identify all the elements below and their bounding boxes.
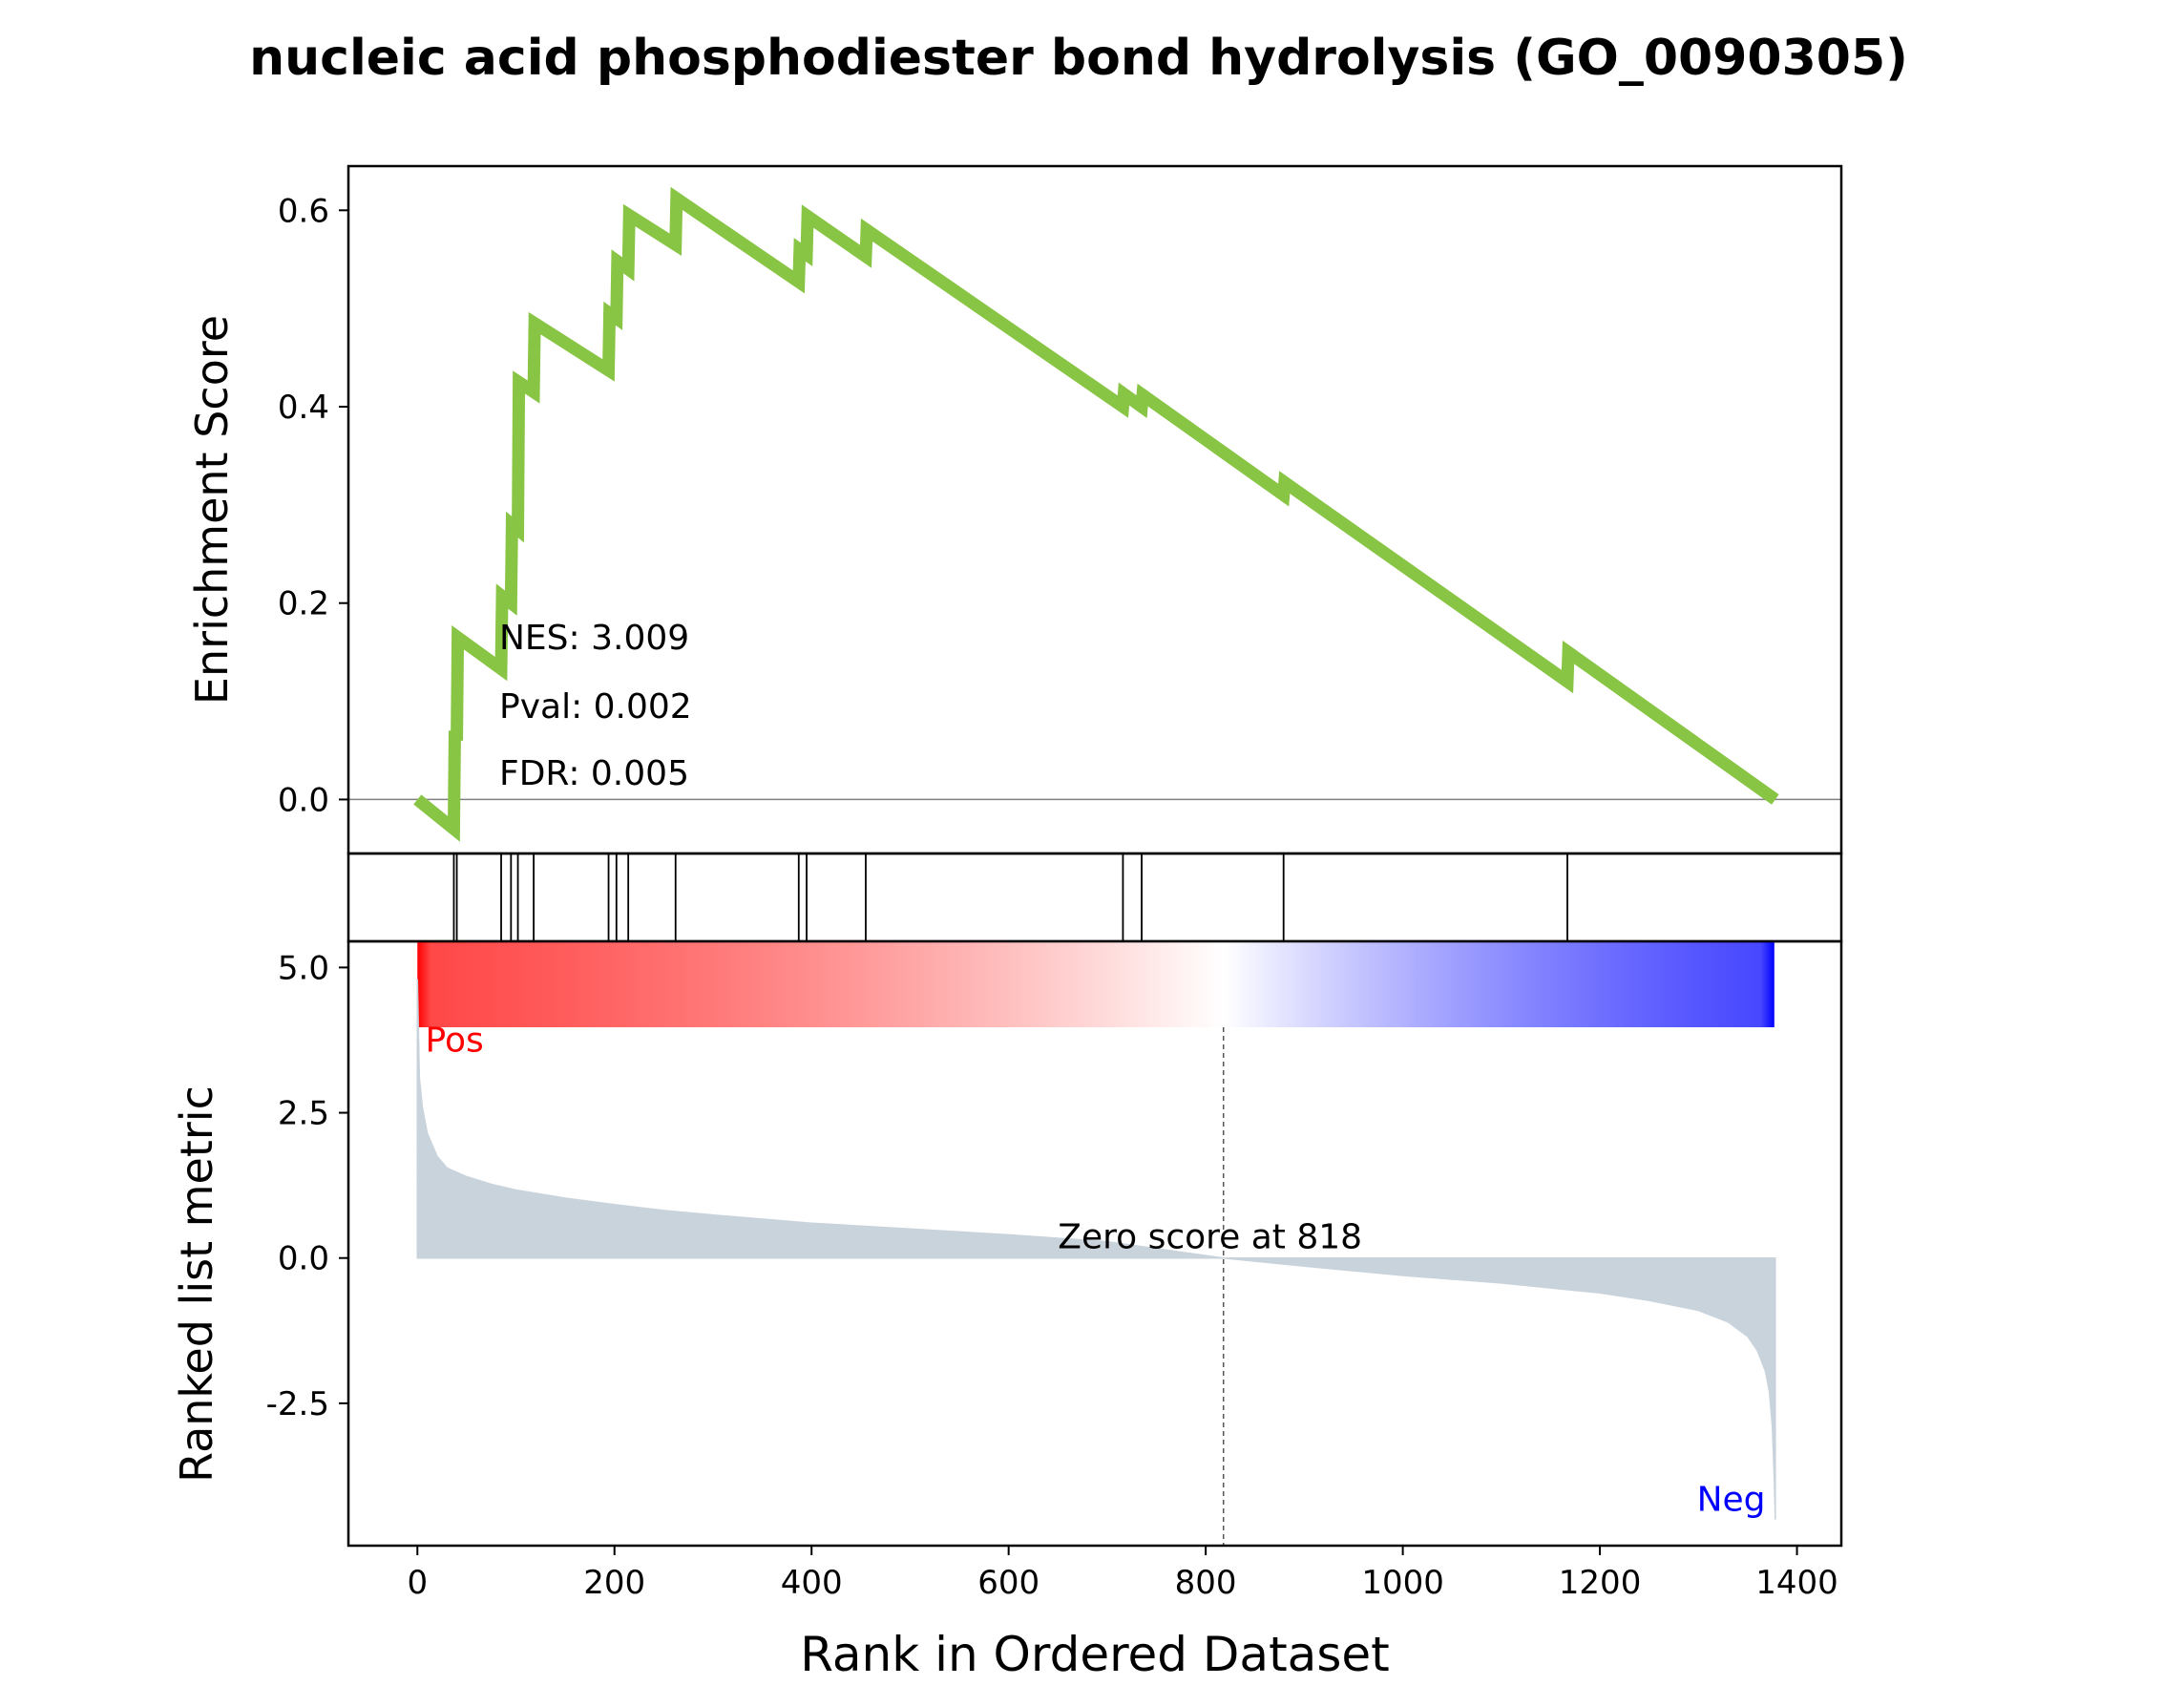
ranked-metric-panel: Zero score at 818 Pos Neg 5.02.50.0-2.5 … [171, 939, 1843, 1682]
pval-annotation: Pval: 0.002 [499, 687, 692, 727]
rank-color-ramp [417, 941, 1774, 1027]
x-tick-label: 600 [977, 1564, 1040, 1602]
hits-panel [346, 852, 1843, 943]
enrichment-y-label: Enrichment Score [186, 315, 238, 705]
enrichment-axes-frame [346, 164, 1843, 855]
es-y-tick-label: 0.4 [278, 389, 329, 427]
es-y-tick-label: 0.6 [278, 192, 329, 230]
x-tick-label: 1400 [1755, 1564, 1838, 1602]
x-axis-label: Rank in Ordered Dataset [800, 1627, 1389, 1682]
x-ticks: 0 200 400 600 800 1000 1200 1400 [407, 1546, 1838, 1602]
ranked-metric-axes-frame [346, 939, 1843, 1548]
metric-y-tick-label: -2.5 [266, 1385, 329, 1423]
x-tick-label: 400 [781, 1564, 843, 1602]
x-tick-label: 200 [583, 1564, 645, 1602]
metric-y-ticks: 5.0 2.5 0.0 -2.5 [266, 949, 348, 1423]
es-y-tick-label: 0.2 [278, 585, 329, 623]
chart-title: nucleic acid phosphodiester bond hydroly… [249, 30, 1908, 87]
zero-score-label: Zero score at 818 [1058, 1218, 1362, 1257]
es-y-ticks: 0.0 0.2 0.4 0.6 [278, 192, 348, 819]
x-tick-label: 800 [1175, 1564, 1237, 1602]
x-tick-label: 1200 [1559, 1564, 1642, 1602]
enrichment-score-line [413, 186, 1779, 842]
x-tick-label: 0 [407, 1564, 428, 1602]
gene-hit-lines [452, 854, 1568, 941]
metric-y-tick-label: 2.5 [278, 1095, 329, 1133]
fdr-annotation: FDR: 0.005 [499, 754, 689, 793]
metric-y-tick-label: 5.0 [278, 949, 329, 987]
es-y-tick-label: 0.0 [278, 781, 329, 819]
metric-y-tick-label: 0.0 [278, 1240, 329, 1278]
neg-label: Neg [1697, 1480, 1766, 1519]
pos-label: Pos [426, 1022, 484, 1061]
ranked-metric-y-label: Ranked list metric [171, 1085, 222, 1483]
hits-axes-frame [346, 852, 1843, 943]
nes-annotation: NES: 3.009 [499, 619, 689, 658]
x-tick-label: 1000 [1361, 1564, 1444, 1602]
enrichment-panel: 0.0 0.2 0.4 0.6 NES: 3.009 Pval: 0.002 FDR:… [186, 164, 1843, 855]
ranked-metric-area [416, 979, 1776, 1520]
